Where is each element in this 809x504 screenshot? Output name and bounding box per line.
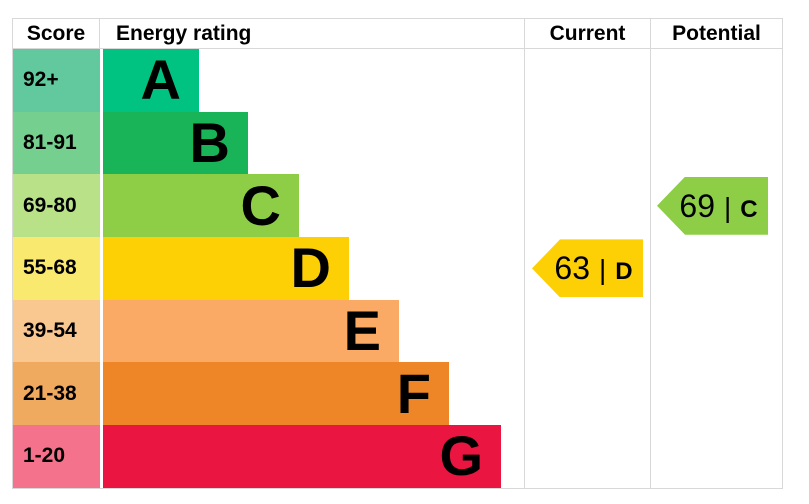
band-bar-track: G: [100, 425, 524, 488]
separator-bar: |: [723, 191, 732, 223]
band-letter: E: [343, 299, 381, 363]
current-rating-arrow: 63 | D: [532, 239, 643, 298]
band-letter: D: [290, 237, 331, 300]
current-rating-label: 63 | D: [554, 252, 632, 284]
band-score-range: 39-54: [13, 299, 100, 363]
band-letter: F: [396, 362, 431, 425]
current-score: 63: [554, 250, 590, 287]
potential-column-cell: 69 | C: [650, 174, 782, 238]
band-row-e: 39-54 E: [13, 299, 782, 363]
header-potential: Potential: [650, 19, 782, 48]
band-bar-track: A: [100, 49, 524, 112]
band-bar-track: B: [100, 111, 524, 175]
band-row-g: 1-20 G: [13, 425, 782, 488]
current-column-cell: 63 | D: [524, 237, 650, 300]
separator-bar: |: [598, 254, 607, 286]
band-letter: B: [189, 111, 230, 175]
band-row-c: 69-80 C 69 | C: [13, 174, 782, 238]
band-letter: A: [140, 49, 181, 112]
current-column-cell: [524, 111, 650, 175]
header-score: Score: [13, 19, 100, 48]
band-score-range: 92+: [13, 49, 100, 112]
potential-rating-arrow: 69 | C: [657, 176, 768, 235]
band-row-f: 21-38 F: [13, 362, 782, 426]
band-letter: C: [240, 174, 281, 237]
potential-score: 69: [679, 187, 715, 224]
potential-column-cell: [650, 362, 782, 426]
band-row-a: 92+ A: [13, 49, 782, 112]
band-bar-c: C: [103, 174, 299, 238]
band-bar-a: A: [103, 49, 199, 112]
band-bar-track: C: [100, 174, 524, 238]
band-bar-d: D: [103, 237, 349, 300]
band-row-b: 81-91 B: [13, 111, 782, 175]
potential-column-cell: [650, 425, 782, 488]
band-score-range: 69-80: [13, 174, 100, 238]
band-letter: G: [439, 425, 483, 488]
band-bar-f: F: [103, 362, 449, 426]
band-bar-b: B: [103, 111, 248, 175]
potential-column-cell: [650, 111, 782, 175]
band-score-range: 21-38: [13, 362, 100, 426]
current-column-cell: [524, 299, 650, 363]
band-bar-e: E: [103, 299, 399, 363]
band-score-range: 1-20: [13, 425, 100, 488]
current-column-cell: [524, 362, 650, 426]
band-row-d: 55-68 D 63 | D: [13, 237, 782, 300]
band-bar-track: D: [100, 237, 524, 300]
header-energy-rating: Energy rating: [116, 21, 252, 45]
band-bar-track: F: [100, 362, 524, 426]
current-band-letter: D: [615, 258, 633, 286]
header-current: Current: [524, 19, 650, 48]
epc-rating-chart: Score Energy rating Current Potential 92…: [12, 18, 783, 489]
potential-column-cell: [650, 299, 782, 363]
potential-rating-label: 69 | C: [679, 190, 757, 222]
current-column-cell: [524, 425, 650, 488]
band-score-range: 55-68: [13, 237, 100, 300]
potential-column-cell: [650, 237, 782, 300]
chart-header-row: Score Energy rating Current Potential: [13, 19, 782, 49]
band-bar-track: E: [100, 299, 524, 363]
potential-band-letter: C: [740, 195, 758, 223]
current-column-cell: [524, 174, 650, 238]
potential-column-cell: [650, 49, 782, 112]
band-bar-g: G: [103, 425, 501, 488]
current-column-cell: [524, 49, 650, 112]
band-score-range: 81-91: [13, 111, 100, 175]
